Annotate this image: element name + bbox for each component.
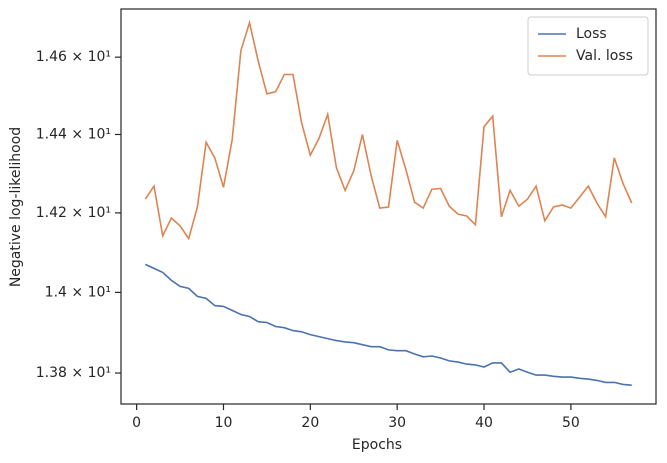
y-tick-label: 1.42 × 10¹ <box>36 205 111 221</box>
x-tick-label: 30 <box>388 415 406 431</box>
x-axis-label: Epochs <box>352 437 402 453</box>
x-tick-label: 40 <box>475 415 493 431</box>
x-tick-label: 10 <box>215 415 233 431</box>
plot-frame <box>120 8 657 405</box>
y-tick-label: 1.44 × 10¹ <box>36 126 111 142</box>
y-axis-label: Negative log-likelihood <box>8 127 24 287</box>
line <box>144 19 633 241</box>
x-tick-label: 0 <box>132 415 141 431</box>
x-tick-label: 50 <box>562 415 580 431</box>
y-tick-label: 1.46 × 10¹ <box>36 49 111 65</box>
y-tick-label: 1.4 × 10¹ <box>45 284 111 300</box>
legend-label: Val. loss <box>576 48 633 64</box>
x-tick-label: 20 <box>301 415 319 431</box>
legend-box <box>527 16 649 76</box>
y-tick-label: 1.38 × 10¹ <box>36 365 111 381</box>
line <box>144 263 632 386</box>
legend-label: Loss <box>576 26 607 42</box>
